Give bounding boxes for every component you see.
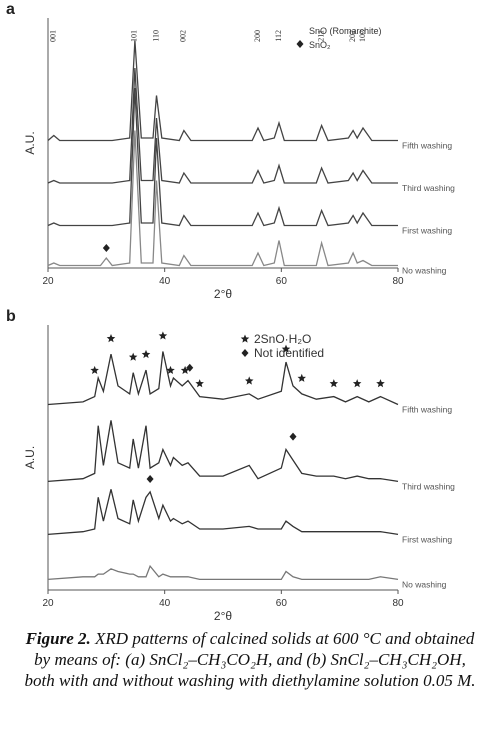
x-tick-label: 40 — [159, 276, 171, 287]
legend-symbol — [241, 349, 249, 357]
legend-label: SnO (Romarchite) — [309, 26, 382, 36]
series-line — [47, 564, 399, 581]
peak-marker — [166, 365, 175, 374]
peak-marker — [297, 373, 306, 382]
peak-marker — [329, 379, 339, 388]
x-tick-label: 60 — [276, 276, 288, 287]
x-tick-label: 80 — [392, 276, 404, 287]
x-axis-label: 2°θ — [214, 287, 232, 301]
peak-label: 211 — [316, 30, 325, 42]
peak-marker — [146, 475, 154, 483]
peak-label: 103 — [358, 30, 367, 42]
series-line — [47, 67, 398, 184]
legend-label: SnO₂ — [309, 40, 331, 50]
legend-symbol — [240, 334, 250, 343]
x-axis-label: 2°θ — [214, 609, 232, 620]
x-tick-label: 20 — [42, 598, 54, 609]
series-line — [47, 351, 399, 406]
y-axis-label: A.U. — [23, 446, 37, 469]
series-label: First washing — [402, 534, 452, 544]
peak-label: 001 — [49, 30, 58, 42]
series-line — [47, 489, 399, 536]
caption: Figure 2. XRD patterns of calcined solid… — [20, 628, 480, 691]
peak-marker — [376, 379, 385, 388]
peak-marker — [245, 376, 254, 385]
peak-marker — [128, 352, 138, 361]
peak-marker — [141, 349, 151, 359]
peak-label: 112 — [274, 30, 283, 42]
peak-marker — [180, 365, 190, 374]
peak-marker — [281, 344, 291, 353]
caption-label: Figure 2. — [25, 629, 91, 648]
panel-label: a — [6, 1, 15, 18]
legend-symbol — [296, 40, 304, 48]
x-tick-label: 40 — [159, 598, 171, 609]
peak-marker — [106, 334, 116, 343]
series-line — [47, 40, 398, 142]
peak-label: 002 — [179, 30, 188, 42]
series-label: First washing — [402, 226, 452, 236]
peak-label: 202 — [348, 30, 357, 42]
x-tick-label: 80 — [392, 598, 404, 609]
peak-marker — [158, 331, 168, 340]
figure: a A.U. 2°θ 20 40 60 80 Fifth washing Third washi… — [6, 1, 455, 620]
peak-marker — [195, 379, 204, 388]
peak-marker — [90, 365, 99, 374]
x-tick-label: 20 — [42, 276, 54, 287]
series-label: Fifth washing — [402, 405, 452, 415]
series-line — [47, 420, 399, 483]
panel-label: b — [6, 308, 16, 325]
peak-marker — [186, 363, 194, 372]
peak-marker — [352, 379, 362, 388]
peak-label: 200 — [253, 30, 262, 42]
peak-label: 110 — [151, 30, 160, 42]
series-label: Fifth washing — [402, 141, 452, 151]
legend-label: 2SnO·H₂O — [254, 332, 311, 346]
series-line — [47, 130, 398, 267]
series-line — [47, 87, 398, 227]
legend-label: Not identified — [254, 346, 324, 360]
peak-marker — [289, 432, 297, 441]
y-axis-label: A.U. — [23, 131, 37, 154]
series-label: Third washing — [402, 481, 455, 491]
caption-text: XRD patterns of calcined solids at 600 °… — [24, 629, 476, 690]
x-tick-label: 60 — [276, 598, 288, 609]
series-label: No washing — [402, 266, 447, 276]
series-label: Third washing — [402, 183, 455, 193]
peak-marker — [102, 244, 110, 252]
series-label: No washing — [402, 579, 447, 589]
peak-label: 101 — [130, 30, 139, 42]
